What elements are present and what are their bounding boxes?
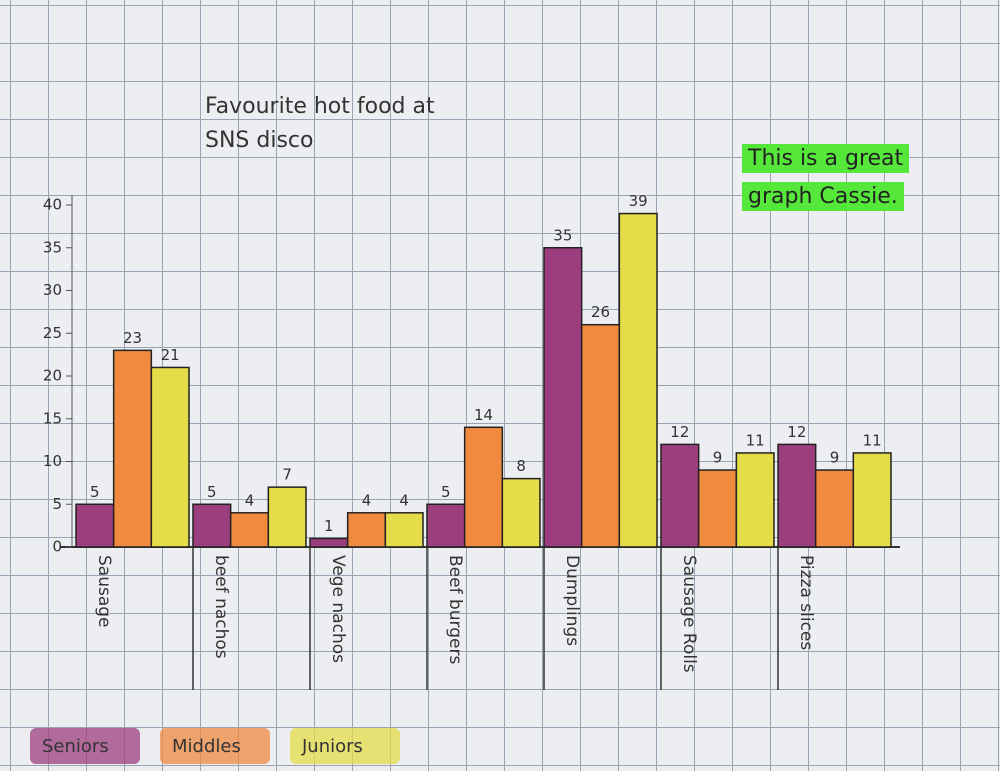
bar xyxy=(150,366,190,548)
x-tick-label: Pizza slices xyxy=(796,555,816,650)
bar xyxy=(267,486,307,548)
data-label: 14 xyxy=(474,406,493,424)
data-label: 8 xyxy=(516,457,526,475)
bar xyxy=(112,349,153,548)
y-tick-label: 20 xyxy=(43,367,62,385)
data-label: 5 xyxy=(90,483,100,501)
bar xyxy=(852,452,892,548)
y-tick-label: 15 xyxy=(43,409,62,427)
bar xyxy=(814,469,855,548)
y-tick-label: 25 xyxy=(43,324,62,342)
bar xyxy=(229,512,270,548)
bar xyxy=(501,477,541,548)
legend-swatch xyxy=(290,728,400,764)
x-tick-label: beef nachos xyxy=(211,555,231,659)
chart-title: Favourite hot food at SNS disco xyxy=(205,94,435,153)
bar xyxy=(697,469,738,548)
bar xyxy=(618,212,658,548)
bar xyxy=(426,503,466,548)
y-tick-label: 0 xyxy=(52,538,62,556)
x-tick-label: Sausage Rolls xyxy=(679,555,699,673)
data-label: 9 xyxy=(830,449,840,467)
bar xyxy=(777,443,817,548)
bar xyxy=(580,323,621,548)
data-label: 23 xyxy=(123,329,142,347)
bar xyxy=(192,503,232,548)
data-label: 21 xyxy=(161,346,180,364)
y-tick-label: 35 xyxy=(43,238,62,256)
legend-swatch xyxy=(30,728,140,764)
data-label: 7 xyxy=(282,466,292,484)
data-label: 26 xyxy=(591,303,610,321)
bar xyxy=(660,443,700,548)
x-tick-label: Beef burgers xyxy=(445,555,465,664)
y-tick-label: 30 xyxy=(43,281,62,299)
legend-label: Middles xyxy=(172,736,241,757)
bar xyxy=(543,247,583,548)
data-label: 1 xyxy=(324,517,334,535)
data-label: 39 xyxy=(629,192,648,210)
bar xyxy=(384,512,424,548)
data-label: 4 xyxy=(362,491,372,509)
data-label: 9 xyxy=(713,449,723,467)
data-label: 4 xyxy=(399,491,409,509)
bar xyxy=(346,512,387,548)
bar xyxy=(463,426,504,548)
bar xyxy=(75,503,115,548)
x-tick-label: Sausage xyxy=(94,555,114,628)
data-label: 12 xyxy=(670,423,689,441)
data-label: 11 xyxy=(863,431,882,449)
data-label: 4 xyxy=(245,491,255,509)
data-label: 11 xyxy=(746,431,765,449)
data-label: 12 xyxy=(787,423,806,441)
y-tick-label: 10 xyxy=(43,452,62,470)
x-tick-label: Vege nachos xyxy=(328,555,348,663)
bar xyxy=(309,537,349,548)
data-label: 35 xyxy=(553,226,572,244)
legend-swatch xyxy=(160,728,270,764)
x-tick-label: Dumplings xyxy=(562,555,582,646)
legend-label: Seniors xyxy=(42,736,109,757)
y-tick-label: 40 xyxy=(43,196,62,214)
y-tick-label: 5 xyxy=(52,495,62,513)
bar xyxy=(735,452,775,548)
annotation-box: This is a great graph Cassie. xyxy=(742,140,972,216)
legend-label: Juniors xyxy=(301,736,363,757)
data-label: 5 xyxy=(441,483,451,501)
data-label: 5 xyxy=(207,483,217,501)
